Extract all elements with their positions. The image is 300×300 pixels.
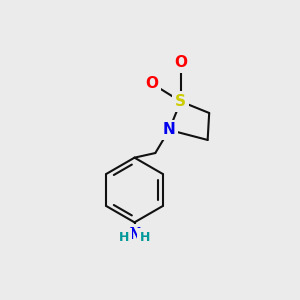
Text: O: O	[174, 56, 187, 70]
Text: S: S	[175, 94, 186, 109]
Text: N: N	[128, 227, 141, 242]
Text: H: H	[140, 231, 151, 244]
Text: O: O	[146, 76, 159, 91]
Text: H: H	[118, 231, 129, 244]
Text: N: N	[163, 122, 175, 137]
